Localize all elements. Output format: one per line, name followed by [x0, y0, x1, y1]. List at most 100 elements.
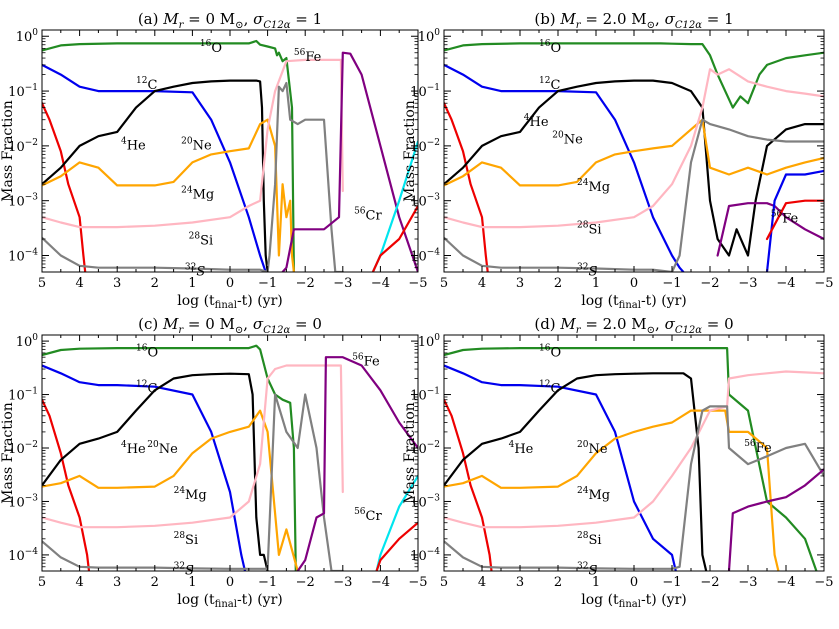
- y-tick-label: 10−3: [8, 193, 38, 210]
- y-axis-label: Mass Fraction: [0, 100, 16, 202]
- series-line-red-late: [371, 204, 418, 272]
- species-label: 20Ne: [577, 440, 608, 457]
- x-tick-label: −4: [371, 276, 390, 291]
- series-line-24Mg: [444, 118, 824, 187]
- x-tick-label: −3: [738, 575, 757, 590]
- series-line-20Ne: [444, 79, 824, 257]
- x-tick-label: −1: [258, 575, 277, 590]
- series-line-32S: [42, 81, 344, 272]
- panel-title: (c) Mr = 0 M⊙, σC12α = 0: [138, 315, 322, 336]
- x-axis-label: log (tfinal-t) (yr): [177, 293, 282, 311]
- series-line-24Mg: [42, 409, 299, 571]
- series-line-16O: [42, 344, 297, 571]
- series-line-32S: [42, 393, 344, 571]
- series-line-28Si: [444, 68, 824, 229]
- species-label: 20Ne: [147, 440, 178, 457]
- species-label: 4He: [524, 113, 549, 130]
- series-line-4He: [42, 398, 91, 571]
- series-line-20Ne: [42, 372, 269, 571]
- species-label: 16O: [136, 343, 158, 360]
- series-line-16O: [42, 39, 295, 272]
- x-tick-label: −5: [814, 276, 833, 291]
- y-tick-label: 10−1: [8, 83, 38, 100]
- species-label: 56Fe: [352, 352, 380, 369]
- x-tick-label: 1: [188, 575, 196, 590]
- series-line-32S: [444, 118, 824, 272]
- x-tick-label: −2: [296, 575, 315, 590]
- y-tick-label: 100: [418, 333, 441, 350]
- y-tick-label: 10−4: [410, 547, 440, 564]
- series-line-24Mg: [444, 409, 780, 571]
- species-label: 20Ne: [181, 137, 212, 154]
- x-axis-label: log (tfinal-t) (yr): [581, 293, 686, 311]
- y-tick-label: 100: [16, 333, 39, 350]
- x-tick-label: 3: [516, 276, 524, 291]
- x-axis-label: log (tfinal-t) (yr): [581, 592, 686, 610]
- x-axis-label: log (tfinal-t) (yr): [177, 592, 282, 610]
- axes-frame: [41, 334, 419, 572]
- series-line-56Fe: [716, 202, 824, 257]
- series-line-20Ne: [444, 372, 708, 571]
- x-tick-label: 0: [226, 575, 234, 590]
- species-label: 24Mg: [577, 178, 610, 195]
- series-line-red-late: [765, 199, 824, 241]
- plot-area: [444, 42, 824, 272]
- y-tick-label: 10−2: [410, 138, 440, 155]
- x-tick-label: 1: [188, 276, 196, 291]
- species-label: 32S: [174, 562, 194, 579]
- y-axis-label: Mass Fraction: [402, 100, 418, 202]
- series-line-56Fe: [281, 51, 418, 272]
- y-tick-label: 10−4: [410, 247, 440, 264]
- species-label: 12C: [136, 76, 157, 93]
- y-tick-label: 10−2: [8, 138, 38, 155]
- species-label: 56Cr: [354, 507, 382, 524]
- series-line-12C: [444, 364, 677, 571]
- species-label: 16O: [539, 343, 561, 360]
- species-label: 12C: [539, 76, 560, 93]
- x-tick-label: −5: [408, 575, 427, 590]
- species-label: 16O: [200, 39, 222, 56]
- species-label: 24Mg: [577, 486, 610, 503]
- plot-area: [444, 347, 824, 571]
- x-tick-label: −1: [662, 575, 681, 590]
- series-line-28Si: [42, 58, 344, 229]
- y-tick-label: 10−1: [8, 387, 38, 404]
- species-label: 4He: [121, 137, 146, 154]
- y-tick-label: 100: [16, 28, 39, 45]
- species-label: 32S: [577, 562, 597, 579]
- series-line-20Ne: [42, 79, 269, 272]
- species-label: 20Ne: [552, 131, 583, 148]
- series-line-12C: [444, 63, 685, 272]
- species-label: 4He: [121, 440, 146, 457]
- species-label: 28Si: [174, 531, 199, 548]
- y-tick-label: 10−2: [8, 440, 38, 457]
- x-tick-label: 0: [226, 276, 234, 291]
- species-label: 32S: [577, 263, 597, 280]
- series-line-4He: [42, 102, 87, 272]
- x-tick-label: −4: [371, 575, 390, 590]
- x-tick-label: −5: [814, 575, 833, 590]
- series-line-32S: [444, 405, 824, 570]
- x-tick-label: 2: [151, 575, 159, 590]
- x-tick-label: 4: [75, 575, 83, 590]
- series-line-16O: [444, 42, 824, 109]
- series-line-16O: [444, 347, 818, 571]
- x-tick-label: 1: [592, 276, 600, 291]
- plot-area: [42, 39, 418, 272]
- x-tick-label: −3: [333, 575, 352, 590]
- series-line-12C: [42, 364, 247, 571]
- x-tick-label: 5: [38, 575, 46, 590]
- series-line-28Si: [444, 370, 824, 529]
- species-label: 32S: [185, 263, 205, 280]
- y-axis-label: Mass Fraction: [402, 402, 418, 504]
- y-tick-label: 100: [418, 28, 441, 45]
- x-tick-label: 3: [113, 575, 121, 590]
- x-tick-label: −1: [258, 276, 277, 291]
- y-tick-label: 10−3: [8, 493, 38, 510]
- plot-area: [42, 344, 418, 571]
- species-label: 12C: [136, 379, 157, 396]
